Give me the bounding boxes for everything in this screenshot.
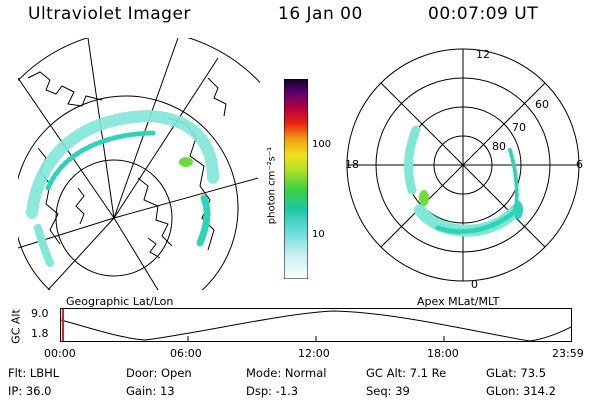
mlat-mlt-polar-plot	[346, 48, 580, 282]
colorbar-unit-label: photon cm⁻²s⁻¹	[266, 146, 278, 225]
aurora-band	[435, 209, 517, 234]
glon-info: GLon: 314.2	[486, 384, 556, 398]
timeline-ytick-low: 1.8	[31, 327, 49, 340]
mlat-label-60: 60	[535, 98, 549, 111]
aurora-band	[196, 194, 211, 247]
timeline-xtick: 00:00	[44, 347, 76, 360]
timeline-xtick: 23:59	[552, 347, 584, 360]
aurora-band	[404, 125, 421, 195]
date-label: 16 Jan 00	[278, 4, 363, 24]
geographic-map	[18, 38, 260, 290]
aurora-spot	[419, 190, 429, 206]
mlt-label-bottom: 0	[471, 278, 478, 291]
timeline-ytick-high: 9.0	[31, 307, 49, 320]
time-label: 00:07:09 UT	[428, 4, 539, 24]
lat-circle	[18, 95, 239, 290]
colorbar-tick-10: 10	[312, 229, 325, 240]
colorbar	[284, 79, 308, 279]
aurora-band	[45, 130, 156, 191]
mlt-label-right: 6	[576, 158, 583, 171]
instrument-title: Ultraviolet Imager	[28, 4, 191, 24]
mlt-label-top: 12	[476, 48, 490, 61]
mlt-label-left: 18	[345, 158, 359, 171]
timeline-xtick: 06:00	[170, 347, 202, 360]
colorbar-tick-100: 100	[312, 139, 332, 150]
mlat-label-80: 80	[492, 140, 506, 153]
gc-alt-info: GC Alt: 7.1 Re	[366, 366, 447, 380]
glat-info: GLat: 73.5	[486, 366, 547, 380]
right-panel-label: Apex MLat/MLT	[417, 295, 500, 308]
seq-info: Seq: 39	[366, 384, 410, 398]
timeline-ylabel: GC Alt	[9, 309, 23, 344]
ip-info: IP: 36.0	[8, 384, 52, 398]
gc-alt-timeline	[60, 308, 572, 342]
timeline-xtick: 12:00	[298, 347, 330, 360]
aurora-spot	[179, 157, 193, 167]
aurora-band	[34, 224, 54, 267]
mlat-label-70: 70	[512, 121, 526, 134]
aurora-spot	[513, 201, 523, 219]
aurora-band	[26, 109, 219, 219]
gain-info: Gain: 13	[126, 384, 175, 398]
timeline-xtick: 18:00	[427, 347, 459, 360]
gc-alt-curve	[60, 310, 572, 342]
filter-info: Flt: LBHL	[8, 366, 60, 380]
left-panel-label: Geographic Lat/Lon	[66, 295, 174, 308]
aurora-band	[508, 148, 519, 210]
mode-info: Mode: Normal	[246, 366, 327, 380]
door-info: Door: Open	[126, 366, 192, 380]
dsp-info: Dsp: -1.3	[246, 384, 299, 398]
